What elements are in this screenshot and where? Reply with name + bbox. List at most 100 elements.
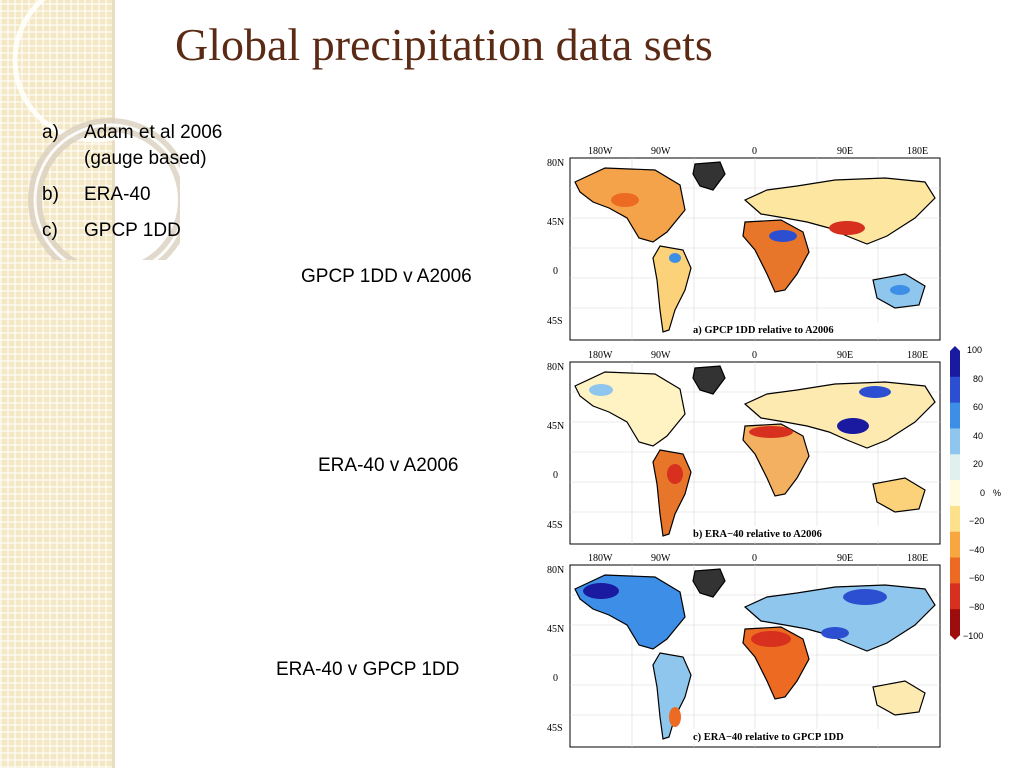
colorbar-swatch <box>950 557 960 584</box>
colorbar-tick: −80 <box>969 602 984 612</box>
lon-label: 180W <box>588 146 613 157</box>
colorbar-ticks: 100 80 60 40 20 0 −20 −40 −60 −80 −100 % <box>963 345 1001 641</box>
lat-labels: 80N 45N 0 45S <box>547 158 564 327</box>
list-item: c) GPCP 1DD <box>42 218 284 244</box>
colorbar-swatches <box>950 351 960 636</box>
lon-label: 90W <box>651 350 671 361</box>
colorbar-swatch <box>950 609 960 636</box>
colorbar-swatch <box>950 531 960 559</box>
continents <box>574 365 936 537</box>
anomaly-patches <box>583 583 887 727</box>
australia <box>872 477 926 513</box>
colorbar-tick: 80 <box>973 374 983 384</box>
eurasia <box>743 381 936 449</box>
colorbar-top-arrow <box>950 346 960 351</box>
colorbar: 100 80 60 40 20 0 −20 −40 −60 −80 −100 % <box>950 345 1001 641</box>
colorbar-swatch <box>950 505 960 533</box>
colorbar-swatch <box>950 454 960 481</box>
lon-label: 180E <box>907 553 928 564</box>
greenland <box>692 568 726 598</box>
panel-title-bg <box>685 729 907 744</box>
lat-label: 45S <box>547 316 563 327</box>
lat-labels: 80N 45N 0 45S <box>547 565 564 734</box>
eurasia <box>743 584 936 652</box>
anomaly-patches <box>589 384 891 484</box>
panel-title: b) ERA−40 relative to A2006 <box>693 529 822 540</box>
panel-title: a) GPCP 1DD relative to A2006 <box>693 325 834 336</box>
colorbar-unit: % <box>993 488 1001 498</box>
colorbar-swatch <box>950 402 960 429</box>
australia <box>872 680 926 716</box>
list-item: b) ERA-40 <box>42 182 284 208</box>
colorbar-tick: −60 <box>969 573 984 583</box>
decorative-rings <box>12 0 180 260</box>
south-america <box>652 245 692 333</box>
list-marker: a) <box>42 122 59 143</box>
map-panel-c: 180W 90W 0 90E 180E 80N 45N 0 45S c) ERA… <box>547 553 941 748</box>
colorbar-tick: −20 <box>969 516 984 526</box>
lat-label: 80N <box>547 565 564 576</box>
anomaly-patches <box>611 193 910 295</box>
list-text: ERA-40 <box>84 184 151 205</box>
lon-label: 90E <box>837 350 853 361</box>
lon-labels: 180W 90W 0 90E 180E <box>588 146 928 157</box>
colorbar-swatch <box>950 583 960 610</box>
lon-label: 90E <box>837 553 853 564</box>
lon-label: 180E <box>907 350 928 361</box>
slide-title: Global precipitation data sets <box>175 19 713 70</box>
africa <box>742 423 810 497</box>
lon-label: 90W <box>651 146 671 157</box>
greenland <box>692 365 726 395</box>
lat-label: 45N <box>547 421 564 432</box>
panel-title-bg <box>685 322 907 337</box>
map-panel-a: 180W 90W 0 90E 180E 80N 45N 0 45S a) GPC… <box>547 146 941 341</box>
lat-label: 45N <box>547 624 564 635</box>
lat-label: 80N <box>547 362 564 373</box>
lon-label: 0 <box>752 146 757 157</box>
colorbar-tick: −40 <box>969 545 984 555</box>
lon-label: 90W <box>651 553 671 564</box>
list-text: Adam et al 2006 (gauge based) <box>84 122 223 169</box>
colorbar-bottom-arrow <box>950 635 960 640</box>
dataset-list: a) Adam et al 2006 (gauge based) b) ERA-40… <box>42 120 284 254</box>
colorbar-tick: −100 <box>963 631 983 641</box>
map-panel-b: 180W 90W 0 90E 180E 80N 45N 0 45S b) ERA… <box>547 350 941 545</box>
caption-b: ERA-40 v A2006 <box>318 455 459 476</box>
lon-labels: 180W 90W 0 90E 180E <box>588 350 928 361</box>
lon-label: 0 <box>752 553 757 564</box>
colorbar-tick: 20 <box>973 459 983 469</box>
lat-label: 45S <box>547 520 563 531</box>
lat-label: 0 <box>553 266 558 277</box>
panel-title: c) ERA−40 relative to GPCP 1DD <box>693 732 844 743</box>
lon-label: 180W <box>588 350 613 361</box>
colorbar-tick: 40 <box>973 431 983 441</box>
lat-label: 80N <box>547 158 564 169</box>
sidebar-edge <box>112 0 115 768</box>
lon-labels: 180W 90W 0 90E 180E <box>588 553 928 564</box>
lat-labels: 80N 45N 0 45S <box>547 362 564 531</box>
south-america <box>652 652 692 740</box>
greenland <box>692 161 726 191</box>
colorbar-swatch <box>950 480 960 507</box>
panel-title-bg <box>685 526 907 541</box>
colorbar-tick: 0 <box>980 488 985 498</box>
lat-label: 45N <box>547 217 564 228</box>
lon-label: 180W <box>588 553 613 564</box>
list-text: GPCP 1DD <box>84 220 181 241</box>
colorbar-tick: 60 <box>973 402 983 412</box>
lon-label: 180E <box>907 146 928 157</box>
lat-label: 0 <box>553 470 558 481</box>
lat-label: 0 <box>553 673 558 684</box>
list-marker: b) <box>42 184 59 205</box>
colorbar-swatch <box>950 351 960 378</box>
list-marker: c) <box>42 220 58 241</box>
caption-c: ERA-40 v GPCP 1DD <box>276 659 460 680</box>
eurasia <box>743 177 936 245</box>
list-item: a) Adam et al 2006 (gauge based) <box>42 120 284 172</box>
colorbar-swatch <box>950 376 960 404</box>
colorbar-swatch <box>950 428 960 455</box>
lat-label: 45S <box>547 723 563 734</box>
lon-label: 90E <box>837 146 853 157</box>
lon-label: 0 <box>752 350 757 361</box>
colorbar-tick: 100 <box>967 345 982 355</box>
